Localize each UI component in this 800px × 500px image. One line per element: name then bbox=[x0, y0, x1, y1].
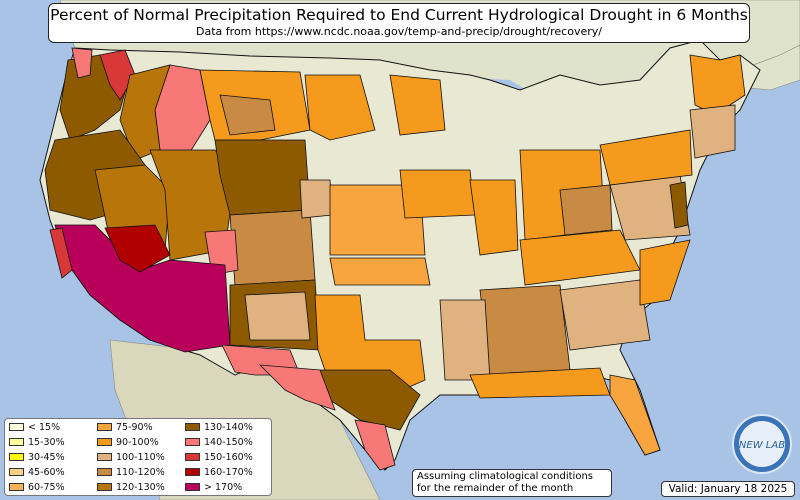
legend-label: 30-45% bbox=[28, 451, 65, 463]
region-montana-brown bbox=[219, 94, 276, 136]
legend-item: 160-170% bbox=[185, 466, 253, 478]
legend-label: 60-75% bbox=[28, 481, 65, 493]
legend-label: 75-90% bbox=[116, 421, 153, 433]
legend-item: 15-30% bbox=[9, 436, 65, 448]
region-wa-pink bbox=[71, 47, 93, 79]
legend-swatch bbox=[185, 438, 200, 446]
legend-swatch bbox=[97, 468, 112, 476]
region-ohio-brown bbox=[559, 184, 613, 236]
legend-item: 45-60% bbox=[9, 466, 65, 478]
region-texas-pink bbox=[258, 364, 336, 411]
legend-item: 90-100% bbox=[97, 436, 159, 448]
region-minnesota-orange bbox=[389, 74, 446, 136]
region-nebraska-light bbox=[299, 179, 333, 219]
legend-swatch bbox=[97, 453, 112, 461]
legend-label: 150-160% bbox=[204, 451, 253, 463]
region-wyoming-dark bbox=[214, 139, 311, 216]
region-kansas-orange bbox=[329, 184, 426, 256]
region-carolina-orange bbox=[639, 239, 691, 306]
legend-swatch bbox=[97, 438, 112, 446]
region-newengland-orange bbox=[689, 54, 746, 116]
region-texas-south-pink bbox=[354, 419, 396, 471]
legend-item: 30-45% bbox=[9, 451, 65, 463]
legend-item: < 15% bbox=[9, 421, 60, 433]
region-iowa-orange bbox=[399, 169, 476, 219]
legend-swatch bbox=[9, 423, 24, 431]
lab-logo-icon: NEW LAB bbox=[732, 414, 792, 474]
region-dakotas-orange bbox=[304, 74, 376, 141]
legend-label: 130-140% bbox=[204, 421, 253, 433]
legend-label: 110-120% bbox=[116, 466, 165, 478]
legend-label: < 15% bbox=[28, 421, 61, 433]
region-mississippi-brown bbox=[479, 284, 571, 376]
map-subtitle: Data from https://www.ncdc.noaa.gov/temp… bbox=[196, 25, 602, 38]
legend-swatch bbox=[9, 438, 24, 446]
region-illinois-orange bbox=[469, 179, 519, 256]
legend-item: 100-110% bbox=[97, 451, 165, 463]
legend-swatch bbox=[97, 423, 112, 431]
legend-label: 100-110% bbox=[116, 451, 165, 463]
legend-label: > 170% bbox=[204, 481, 243, 493]
note-line-1: Assuming climatological conditions bbox=[417, 471, 593, 482]
note-line-2: for the remainder of the month bbox=[417, 483, 574, 494]
legend-swatch bbox=[185, 423, 200, 431]
legend: < 15% 15-30% 30-45% 45-60% 60-75% 75-90% 90-10… bbox=[4, 418, 272, 496]
legend-item: 150-160% bbox=[185, 451, 253, 463]
legend-item: > 170% bbox=[185, 481, 242, 493]
legend-swatch bbox=[185, 468, 200, 476]
region-florida-orange bbox=[609, 374, 661, 456]
legend-label: 140-150% bbox=[204, 436, 253, 448]
legend-item: 140-150% bbox=[185, 436, 253, 448]
region-ca-coast-red bbox=[49, 227, 73, 279]
legend-label: 45-60% bbox=[28, 466, 65, 478]
legend-label: 160-170% bbox=[204, 466, 253, 478]
legend-swatch bbox=[9, 483, 24, 491]
legend-swatch bbox=[185, 483, 200, 491]
legend-item: 110-120% bbox=[97, 466, 165, 478]
legend-swatch bbox=[97, 483, 112, 491]
legend-label: 120-130% bbox=[116, 481, 165, 493]
title-box: Percent of Normal Precipitation Required… bbox=[48, 3, 750, 43]
svg-text:NEW LAB: NEW LAB bbox=[739, 440, 785, 451]
legend-label: 90-100% bbox=[116, 436, 159, 448]
valid-date: Valid: January 18 2025 bbox=[661, 481, 795, 497]
region-oklahoma-orange bbox=[329, 257, 431, 286]
legend-swatch bbox=[185, 453, 200, 461]
legend-label: 15-30% bbox=[28, 436, 65, 448]
region-colorado bbox=[229, 209, 316, 286]
region-alabama-light bbox=[559, 279, 651, 351]
legend-item: 120-130% bbox=[97, 481, 165, 493]
region-nevada-darkred bbox=[104, 224, 171, 273]
legend-swatch bbox=[9, 468, 24, 476]
assumption-note: Assuming climatological conditions for t… bbox=[412, 469, 612, 497]
map-title: Percent of Normal Precipitation Required… bbox=[50, 6, 748, 24]
region-nm-light bbox=[244, 291, 311, 341]
region-louisiana-light bbox=[439, 299, 491, 381]
region-newyork-orange bbox=[599, 129, 693, 186]
region-newengland-light bbox=[689, 104, 736, 159]
region-maryland-brown bbox=[669, 181, 689, 229]
legend-item: 130-140% bbox=[185, 421, 253, 433]
legend-item: 60-75% bbox=[9, 481, 65, 493]
legend-swatch bbox=[9, 453, 24, 461]
legend-item: 75-90% bbox=[97, 421, 153, 433]
